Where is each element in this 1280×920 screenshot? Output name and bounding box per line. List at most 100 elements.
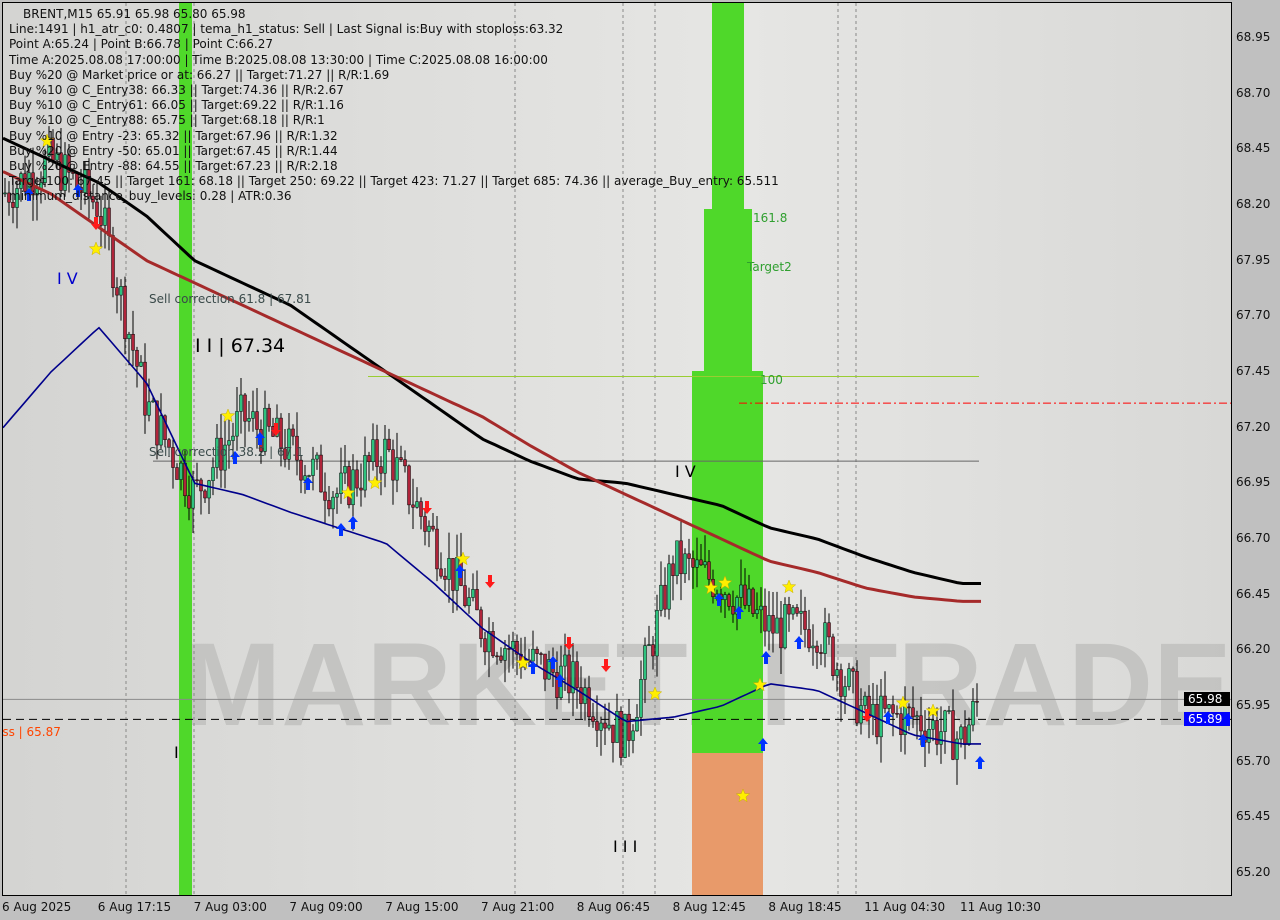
candle-body [59, 152, 63, 191]
wave-i-label: I [174, 743, 179, 762]
buy-arrow-icon [883, 711, 893, 724]
candle-body [427, 525, 431, 532]
candle-body [635, 717, 639, 732]
candle-body [355, 469, 359, 489]
candle-body [587, 687, 591, 718]
candle-body [303, 475, 307, 481]
y-tick-label: 65.20 [1236, 865, 1271, 879]
candle-body [131, 333, 135, 351]
candle-body [127, 333, 131, 340]
star-signal-icon [895, 695, 911, 710]
x-tick-label: 7 Aug 03:00 [193, 900, 267, 914]
info-line: Target100: 67.45 || Target 161: 68.18 ||… [9, 174, 779, 189]
star-signal-icon [781, 579, 797, 594]
info-line: minimum_distance_buy_levels: 0.28 | ATR:… [9, 189, 292, 204]
buy-arrow-icon [303, 477, 313, 490]
buy-arrow-icon [975, 756, 985, 769]
star-signal-icon [735, 788, 751, 803]
candle-body [571, 661, 575, 694]
candle-body [83, 169, 87, 194]
candle-body [471, 589, 475, 598]
candle-body [607, 724, 611, 729]
candle-body [439, 568, 443, 577]
info-line: Buy %10 @ Entry -23: 65.32 || Target:67.… [9, 128, 338, 143]
candle-body [483, 638, 487, 653]
candle-body [319, 454, 323, 493]
candle-body [335, 493, 339, 498]
star-signal-icon [88, 241, 104, 256]
candle-body [243, 394, 247, 422]
candle-body [851, 668, 855, 672]
candle-body [723, 594, 727, 600]
candle-body [871, 703, 875, 717]
candle-body [491, 631, 495, 657]
buy-arrow-icon [24, 188, 34, 201]
sell-arrow-icon [271, 423, 281, 436]
wave-iii-label: I I I [613, 837, 638, 856]
y-tick-label: 66.95 [1236, 475, 1271, 490]
candle-body [495, 655, 499, 658]
info-line: Buy %20 @ Market price or at: 66.27 || T… [9, 67, 390, 82]
buy-arrow-icon [761, 651, 771, 664]
fib-100-label: 100 [760, 373, 783, 387]
candle-body [771, 615, 775, 634]
buy-arrow-icon [714, 593, 724, 606]
y-tick-label: 67.20 [1236, 419, 1271, 434]
candle-body [119, 286, 123, 296]
candle-body [403, 459, 407, 467]
candle-body [971, 701, 975, 726]
candle-body [595, 721, 599, 731]
candle-body [695, 559, 699, 568]
candle-body [615, 710, 619, 743]
last-price-tag: 65.98 [1184, 692, 1230, 706]
candle-body [191, 479, 195, 509]
wave-ii-label: I I | 67.34 [195, 335, 286, 357]
candle-body [67, 154, 71, 173]
candle-body [423, 516, 427, 532]
candle-body [943, 710, 947, 732]
candle-body [927, 729, 931, 743]
candle-body [499, 655, 503, 661]
wave-iv-left-label: I V [57, 269, 78, 288]
chart-plot-area[interactable]: MARKETZI TRADE BRENT,M15 65.91 65.98 65.… [2, 2, 1232, 896]
candle-body [819, 652, 823, 654]
candle-body [11, 201, 15, 208]
candle-body [699, 559, 703, 566]
candle-body [679, 540, 683, 575]
fib-zone-orange [692, 753, 763, 895]
candle-body [907, 706, 911, 709]
candle-body [299, 459, 303, 481]
candle-body [171, 447, 175, 468]
candle-body [643, 645, 647, 680]
candle-body [359, 487, 363, 491]
candle-body [515, 641, 519, 655]
candle-body [663, 584, 667, 610]
buy-arrow-icon [734, 606, 744, 619]
candle-body [415, 501, 419, 508]
candle-body [683, 553, 687, 575]
candle-body [919, 715, 923, 732]
buy-arrow-icon [528, 661, 538, 674]
candle-body [767, 615, 771, 632]
candle-body [15, 188, 19, 208]
candle-body [839, 669, 843, 697]
stoploss-label: oss | 65.87 [2, 725, 61, 739]
candle-body [847, 668, 851, 687]
x-tick-label: 11 Aug 10:30 [960, 900, 1041, 914]
candle-body [619, 710, 623, 758]
candle-body [787, 604, 791, 615]
candle-body [411, 504, 415, 508]
candle-body [639, 679, 643, 718]
star-signal-icon [925, 703, 941, 718]
candle-body [567, 654, 571, 694]
candle-body [563, 654, 567, 667]
candle-body [143, 361, 147, 416]
candle-body [803, 610, 807, 630]
y-tick-label: 66.45 [1236, 586, 1271, 601]
candle-body [899, 713, 903, 736]
candle-body [855, 671, 859, 724]
candle-body [371, 439, 375, 462]
x-tick-label: 11 Aug 04:30 [864, 900, 946, 914]
info-line: Buy %10 @ C_Entry38: 66.33 || Target:74.… [9, 82, 344, 97]
candle-body [55, 152, 59, 161]
